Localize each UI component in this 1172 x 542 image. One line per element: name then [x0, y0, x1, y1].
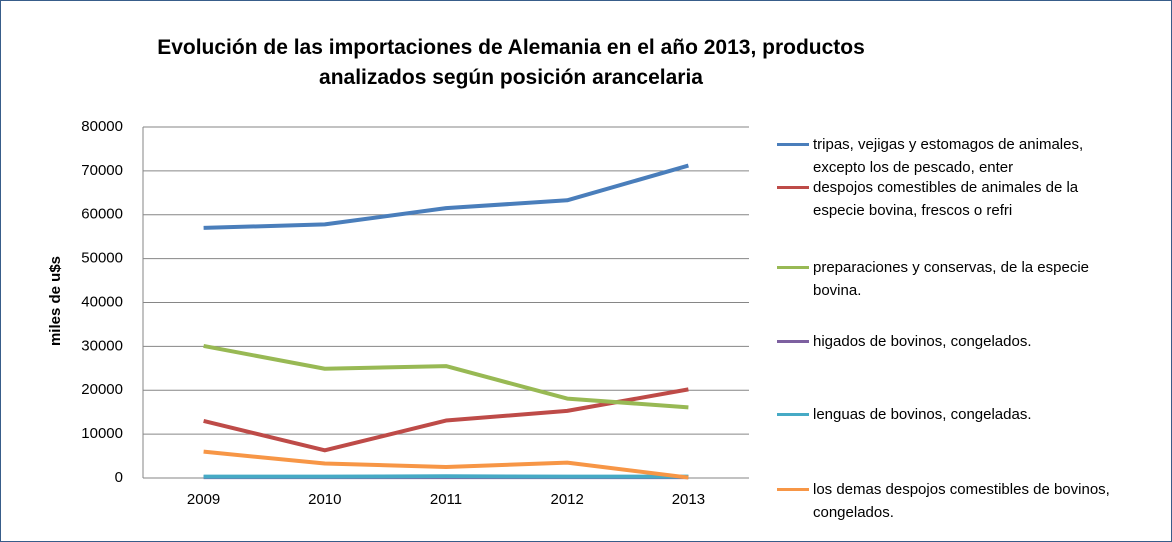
- series-line: [203, 387, 689, 453]
- legend-entry: los demas despojos comestibles de bovino…: [777, 478, 1133, 524]
- chart-title: Evolución de las importaciones de Aleman…: [157, 36, 865, 89]
- legend-entry: higados de bovinos, congelados.: [777, 330, 1133, 353]
- legend-swatch: [777, 186, 809, 189]
- legend-swatch: [777, 488, 809, 491]
- legend-swatch: [777, 143, 809, 146]
- legend-entry: lenguas de bovinos, congeladas.: [777, 403, 1133, 426]
- legend-swatch: [777, 266, 809, 269]
- y-tick-label: 40000: [81, 293, 123, 310]
- y-tick-label: 60000: [81, 206, 123, 223]
- y-tick-label: 50000: [81, 250, 123, 267]
- series-line: [203, 163, 689, 230]
- x-tick-label: 2011: [430, 491, 462, 508]
- legend-label: los demas despojos comestibles de bovino…: [813, 481, 1110, 521]
- legend-swatch: [777, 413, 809, 416]
- legend-label: tripas, vejigas y estomagos de animales,…: [813, 136, 1084, 176]
- legend-entry: despojos comestibles de animales de la e…: [777, 176, 1133, 222]
- legend-entry: tripas, vejigas y estomagos de animales,…: [777, 133, 1133, 179]
- legend-label: despojos comestibles de animales de la e…: [813, 179, 1079, 219]
- y-tick-label: 20000: [81, 381, 123, 398]
- y-axis-label: miles de u$s: [47, 256, 64, 346]
- x-tick-label: 2009: [187, 491, 220, 508]
- legend-entry: preparaciones y conservas, de la especie…: [777, 256, 1133, 302]
- legend-label: higados de bovinos, congelados.: [813, 333, 1032, 350]
- y-tick-label: 0: [115, 469, 123, 486]
- legend-label: lenguas de bovinos, congeladas.: [813, 406, 1032, 423]
- y-tick-label: 30000: [81, 337, 123, 354]
- series-line: [203, 449, 689, 480]
- legend-swatch: [777, 340, 809, 343]
- series-line: [203, 343, 689, 410]
- y-tick-label: 70000: [81, 162, 123, 179]
- x-tick-label: 2012: [551, 491, 584, 508]
- y-tick-label: 10000: [81, 425, 123, 442]
- legend-label: preparaciones y conservas, de la especie…: [813, 259, 1089, 299]
- x-tick-label: 2013: [672, 491, 705, 508]
- x-tick-label: 2010: [308, 491, 341, 508]
- y-tick-label: 80000: [81, 118, 123, 135]
